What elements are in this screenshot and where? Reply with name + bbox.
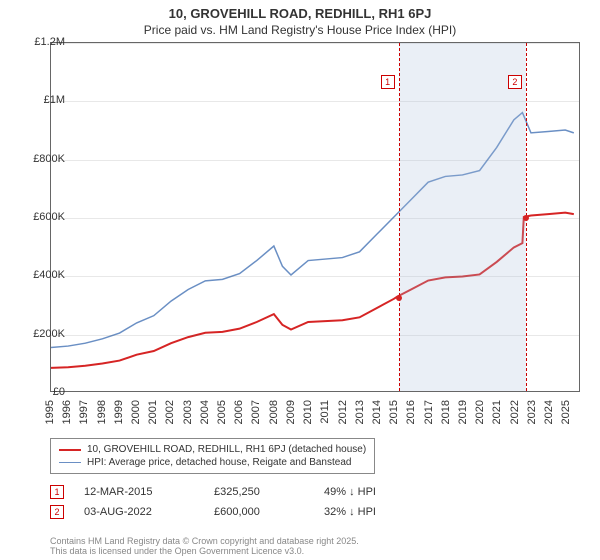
y-axis-label: £800K [20, 153, 65, 165]
x-axis-label: 2008 [268, 400, 280, 436]
legend-label: HPI: Average price, detached house, Reig… [87, 457, 351, 468]
x-axis-label: 2018 [440, 400, 452, 436]
x-axis-label: 2013 [354, 400, 366, 436]
y-axis-label: £0 [20, 386, 65, 398]
x-axis-label: 2006 [233, 400, 245, 436]
sale-price: £600,000 [214, 506, 304, 518]
x-axis-label: 2010 [302, 400, 314, 436]
x-axis-label: 2011 [319, 400, 331, 436]
x-axis-label: 1998 [96, 400, 108, 436]
y-axis-label: £400K [20, 269, 65, 281]
legend-row: 10, GROVEHILL ROAD, REDHILL, RH1 6PJ (de… [59, 443, 366, 456]
legend-swatch [59, 449, 81, 451]
copyright-line: This data is licensed under the Open Gov… [50, 546, 359, 556]
chart-title: 10, GROVEHILL ROAD, REDHILL, RH1 6PJ [0, 0, 600, 21]
x-axis-label: 2022 [509, 400, 521, 436]
sale-marker: 1 [50, 485, 64, 499]
y-axis-label: £200K [20, 328, 65, 340]
legend-label: 10, GROVEHILL ROAD, REDHILL, RH1 6PJ (de… [87, 444, 366, 455]
copyright-line: Contains HM Land Registry data © Crown c… [50, 536, 359, 546]
x-axis-label: 2000 [130, 400, 142, 436]
chart-marker: 1 [381, 75, 395, 89]
x-axis-label: 2007 [250, 400, 262, 436]
x-axis-label: 2009 [285, 400, 297, 436]
x-axis-label: 2016 [405, 400, 417, 436]
x-axis-label: 2025 [560, 400, 572, 436]
sale-price: £325,250 [214, 486, 304, 498]
plot-area: 12 [50, 42, 580, 392]
x-axis-label: 2001 [147, 400, 159, 436]
legend-swatch [59, 462, 81, 463]
legend-row: HPI: Average price, detached house, Reig… [59, 456, 366, 469]
x-axis-label: 2020 [474, 400, 486, 436]
sale-date: 12-MAR-2015 [84, 486, 194, 498]
y-axis-label: £1.2M [20, 36, 65, 48]
x-axis-label: 2017 [423, 400, 435, 436]
x-axis-label: 2002 [164, 400, 176, 436]
x-axis-label: 2004 [199, 400, 211, 436]
x-axis-label: 2023 [526, 400, 538, 436]
legend: 10, GROVEHILL ROAD, REDHILL, RH1 6PJ (de… [50, 438, 375, 474]
sale-row: 1 12-MAR-2015 £325,250 49% ↓ HPI [50, 482, 580, 502]
x-axis-label: 2024 [543, 400, 555, 436]
chart-subtitle: Price paid vs. HM Land Registry's House … [0, 21, 600, 43]
y-axis-label: £1M [20, 94, 65, 106]
sale-delta: 49% ↓ HPI [324, 486, 376, 498]
sale-marker: 2 [50, 505, 64, 519]
x-axis-label: 1999 [113, 400, 125, 436]
chart-marker: 2 [508, 75, 522, 89]
x-axis-label: 2021 [491, 400, 503, 436]
x-axis-label: 2005 [216, 400, 228, 436]
x-axis-label: 2014 [371, 400, 383, 436]
sale-delta: 32% ↓ HPI [324, 506, 376, 518]
x-axis-label: 1997 [78, 400, 90, 436]
x-axis-label: 2012 [337, 400, 349, 436]
sale-date: 03-AUG-2022 [84, 506, 194, 518]
sale-row: 2 03-AUG-2022 £600,000 32% ↓ HPI [50, 502, 580, 522]
copyright: Contains HM Land Registry data © Crown c… [50, 536, 359, 556]
x-axis-label: 2015 [388, 400, 400, 436]
x-axis-label: 1995 [44, 400, 56, 436]
y-axis-label: £600K [20, 211, 65, 223]
x-axis-label: 2003 [182, 400, 194, 436]
chart-container: 10, GROVEHILL ROAD, REDHILL, RH1 6PJ Pri… [0, 0, 600, 560]
sales-footer: 1 12-MAR-2015 £325,250 49% ↓ HPI 2 03-AU… [50, 482, 580, 522]
x-axis-label: 1996 [61, 400, 73, 436]
x-axis-label: 2019 [457, 400, 469, 436]
